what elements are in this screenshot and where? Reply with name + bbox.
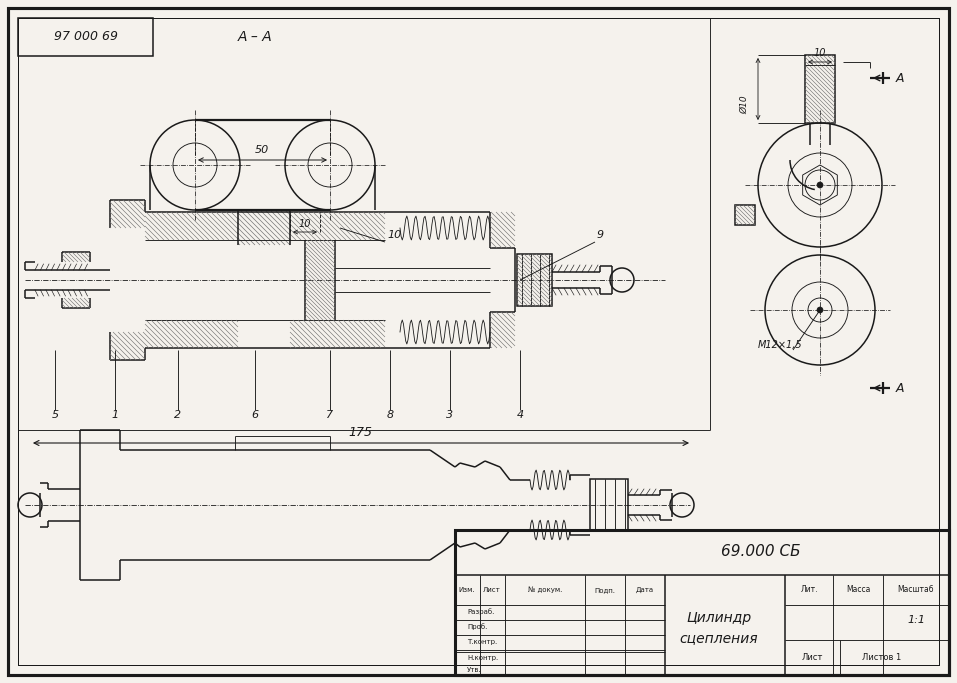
Text: Н.контр.: Н.контр. <box>467 655 499 661</box>
Text: сцепления: сцепления <box>679 631 758 645</box>
Text: А: А <box>896 382 904 395</box>
Text: Лист: Лист <box>801 652 823 662</box>
Text: Изм.: Изм. <box>458 587 476 593</box>
Text: Лист: Лист <box>483 587 501 593</box>
Text: Разраб.: Разраб. <box>467 609 495 615</box>
Text: М12×1,5: М12×1,5 <box>758 340 802 350</box>
Text: 175: 175 <box>348 426 372 438</box>
Circle shape <box>817 182 823 188</box>
Text: 6: 6 <box>252 410 258 420</box>
Text: 10: 10 <box>388 230 402 240</box>
Text: 8: 8 <box>387 410 393 420</box>
Bar <box>18 18 153 56</box>
Circle shape <box>817 307 823 313</box>
Text: 5: 5 <box>52 410 58 420</box>
Text: А: А <box>896 72 904 85</box>
Bar <box>735 205 755 225</box>
Text: 10: 10 <box>299 219 311 229</box>
Text: 2: 2 <box>174 410 182 420</box>
Text: 9: 9 <box>596 230 604 240</box>
Text: Ø10: Ø10 <box>741 96 749 114</box>
Text: Листов 1: Листов 1 <box>862 652 901 662</box>
Bar <box>455 530 949 675</box>
Text: 10: 10 <box>813 48 826 58</box>
Text: Дата: Дата <box>636 587 654 593</box>
Text: Подп.: Подп. <box>594 587 615 593</box>
Text: 69.000 СБ: 69.000 СБ <box>722 544 801 559</box>
Text: 1: 1 <box>111 410 119 420</box>
Text: № докум.: № докум. <box>528 587 562 594</box>
Text: Лит.: Лит. <box>800 585 817 594</box>
Bar <box>517 254 552 306</box>
Bar <box>590 479 628 531</box>
Text: 7: 7 <box>326 410 334 420</box>
Text: 50: 50 <box>255 145 269 155</box>
Text: Утв.: Утв. <box>467 667 481 673</box>
Text: Масса: Масса <box>846 585 870 594</box>
Text: 97 000 69: 97 000 69 <box>54 31 118 44</box>
Text: 1:1: 1:1 <box>907 615 925 625</box>
Text: 4: 4 <box>517 410 523 420</box>
Text: Т.контр.: Т.контр. <box>467 639 498 645</box>
Text: Проб.: Проб. <box>467 624 487 630</box>
Text: 3: 3 <box>446 410 454 420</box>
Text: А – А: А – А <box>237 30 273 44</box>
Text: Масштаб: Масштаб <box>898 585 934 594</box>
Text: Цилиндр: Цилиндр <box>686 611 751 625</box>
Bar <box>805 55 835 123</box>
